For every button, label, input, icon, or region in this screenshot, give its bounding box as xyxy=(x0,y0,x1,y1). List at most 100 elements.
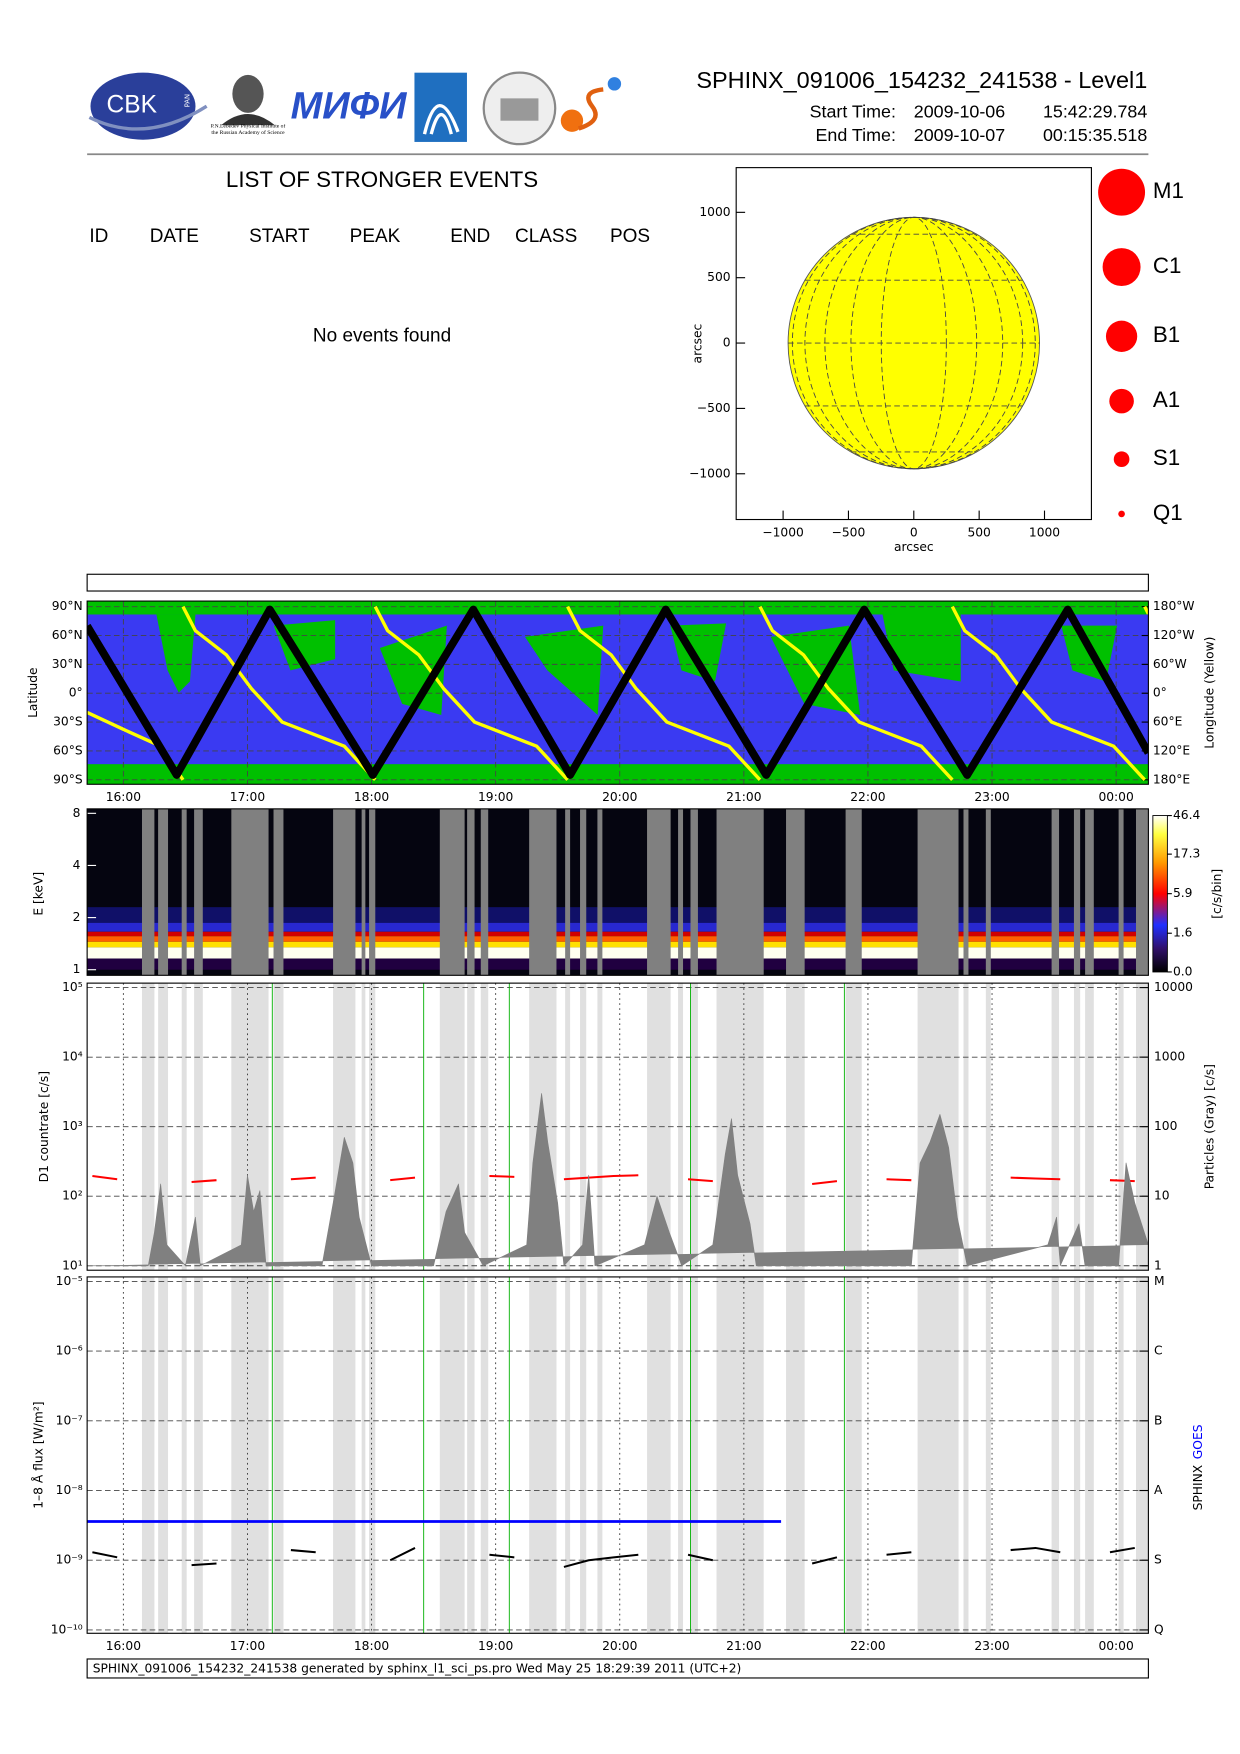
y-tick-label: 10⁻⁵ xyxy=(56,1274,83,1288)
y2-tick-label: A xyxy=(1154,1483,1163,1497)
data-gap xyxy=(467,983,475,1271)
start-date: 2009-10-06 xyxy=(914,102,1005,122)
data-gap xyxy=(181,983,187,1271)
data-gap xyxy=(786,808,805,976)
legend-label: B1 xyxy=(1153,322,1180,347)
x-tick-label: 00:00 xyxy=(1098,790,1133,804)
y2-tick-label: M xyxy=(1154,1274,1165,1288)
spectrum-band xyxy=(87,922,1149,932)
data-gap xyxy=(231,1276,269,1634)
y-tick-label: 10⁻⁶ xyxy=(56,1344,83,1358)
x-axis-label: arcsec xyxy=(894,540,934,554)
data-gap xyxy=(1073,1276,1081,1634)
start-time: 15:42:29.784 xyxy=(1043,102,1147,122)
data-gap xyxy=(1135,808,1149,976)
data-gap xyxy=(580,808,587,976)
longitude-line xyxy=(791,216,1036,470)
legend-marker xyxy=(1098,168,1146,216)
map-zone xyxy=(87,764,1149,785)
data-gap xyxy=(786,1276,805,1634)
x-tick-label: 16:00 xyxy=(106,1639,141,1653)
plot-frame xyxy=(86,1276,1149,1634)
column-header: DATE xyxy=(150,226,199,247)
y2-tick-label: 1000 xyxy=(1154,1050,1185,1064)
flux-line xyxy=(92,1174,1135,1185)
legend-entry: SPHINX xyxy=(1191,1464,1205,1510)
y-axis-label: arcsec xyxy=(691,324,705,364)
lebedev-caption-box: P.N.Lebedev Physical Institute of the Ru… xyxy=(210,124,286,136)
column-header: PEAK xyxy=(350,226,401,247)
data-gap xyxy=(181,808,187,976)
data-gap xyxy=(1051,1276,1060,1634)
x-tick-label: 17:00 xyxy=(230,790,265,804)
y2-tick-label: 1 xyxy=(1154,1258,1162,1272)
y-tick-label: 0° xyxy=(69,686,83,700)
data-gap xyxy=(917,808,959,976)
logos: CBK PAN P.N.Lebedev Physical Institute o… xyxy=(88,71,622,146)
y2-tick-label: 10000 xyxy=(1154,980,1193,994)
y-tick-label: −1000 xyxy=(689,466,731,480)
spectrum-band xyxy=(87,931,1149,937)
events-message: No events found xyxy=(313,325,451,346)
x-tick-label: 23:00 xyxy=(974,1639,1009,1653)
colorbar-tick-label: 46.4 xyxy=(1173,808,1201,822)
data-gap xyxy=(467,808,475,976)
empty-bar xyxy=(86,573,1149,592)
s-logo xyxy=(577,87,604,131)
x-tick-label: 22:00 xyxy=(850,1639,885,1653)
y-tick-label: 0 xyxy=(723,336,731,350)
x-tick-label: 21:00 xyxy=(726,1639,761,1653)
data-gap xyxy=(439,808,465,976)
data-gap xyxy=(985,983,991,1271)
y-tick-label: 10⁻⁸ xyxy=(56,1483,83,1497)
spectrum-band xyxy=(87,936,1149,942)
data-gap xyxy=(1118,1276,1124,1634)
data-gap xyxy=(1135,1276,1149,1634)
latitude-line xyxy=(87,605,1149,779)
data-gap xyxy=(690,808,698,976)
y-axis-label: 1–8 Å flux [W/m²] xyxy=(31,1401,46,1508)
plot-frame xyxy=(86,600,1149,785)
legend-marker xyxy=(1109,388,1134,414)
sun-logo xyxy=(560,109,584,132)
legend-marker xyxy=(1105,320,1138,352)
lebedev-caption: P.N.Lebedev Physical Institute of the Ru… xyxy=(210,124,286,136)
y2-tick-label: Q xyxy=(1154,1622,1164,1636)
y2-tick-label: 180°E xyxy=(1153,772,1190,786)
start-label: Start Time: xyxy=(810,102,896,122)
map-zone xyxy=(87,601,1149,615)
map-zone xyxy=(156,612,1118,716)
data-gap xyxy=(467,1276,475,1634)
y-tick-label: 10⁵ xyxy=(62,980,83,994)
data-gap xyxy=(361,1276,366,1634)
report-title: SPHINX_091006_154232_241538 - Level1 xyxy=(696,67,1147,93)
data-gap xyxy=(529,1276,557,1634)
data-gap xyxy=(597,808,603,976)
data-gap xyxy=(963,808,969,976)
data-gap xyxy=(678,1276,684,1634)
x-tick-label: 20:00 xyxy=(602,790,637,804)
y-tick-label: 8 xyxy=(73,806,81,820)
y-axis-label: E [keV] xyxy=(32,872,46,916)
y2-axis-label: Particles (Gray) [c/s] xyxy=(1202,1064,1216,1189)
data-gap xyxy=(647,808,671,976)
data-gap xyxy=(480,808,489,976)
mifi-logo: МИФИ xyxy=(291,85,408,127)
y-tick-label: 1 xyxy=(73,962,81,976)
series-group xyxy=(87,1093,1149,1267)
data-gap xyxy=(333,1276,356,1634)
legend-entry: GOES xyxy=(1191,1424,1205,1459)
data-gap xyxy=(158,1276,169,1634)
y-tick-label: 10⁻⁹ xyxy=(56,1553,83,1567)
longitude-line xyxy=(824,216,1004,470)
y-tick-label: 10¹ xyxy=(62,1258,83,1272)
y-tick-label: 10⁴ xyxy=(62,1050,83,1064)
data-gap xyxy=(333,808,356,976)
data-gap xyxy=(141,808,155,976)
x-tick-label: 21:00 xyxy=(726,790,761,804)
y2-tick-label: S xyxy=(1154,1553,1162,1567)
data-gap xyxy=(1073,808,1081,976)
end-label: End Time: xyxy=(816,125,896,145)
data-gap xyxy=(565,1276,571,1634)
end-time: 00:15:35.518 xyxy=(1043,125,1147,145)
